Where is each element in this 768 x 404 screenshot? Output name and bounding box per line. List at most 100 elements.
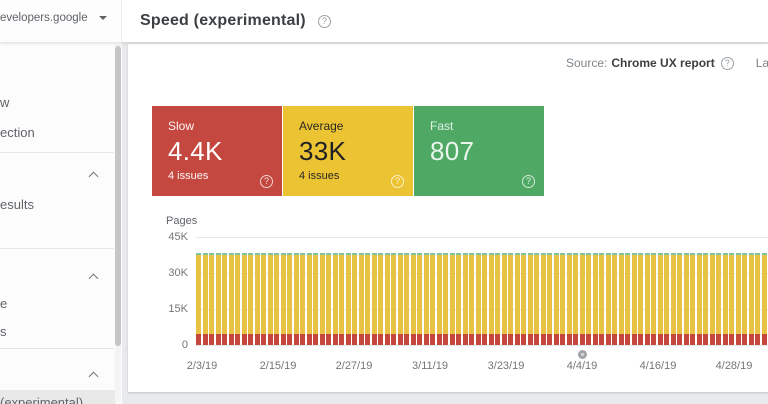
stacked-bar[interactable]: [586, 253, 591, 345]
stacked-bar[interactable]: [644, 253, 650, 345]
stacked-bar[interactable]: [495, 253, 500, 345]
stacked-bar[interactable]: [462, 253, 468, 345]
sidebar-item-url-inspection[interactable]: ection: [0, 125, 35, 140]
stacked-bar[interactable]: [605, 253, 611, 345]
stacked-bar[interactable]: [501, 253, 507, 345]
stacked-bar[interactable]: [761, 253, 767, 345]
chart-plot[interactable]: [196, 237, 768, 345]
sidebar-scrollbar-thumb[interactable]: [115, 46, 121, 346]
stacked-bar[interactable]: [631, 253, 637, 345]
stacked-bar[interactable]: [690, 253, 695, 345]
stacked-bar[interactable]: [488, 253, 494, 345]
stacked-bar[interactable]: [417, 253, 422, 345]
sidebar-item-sitemaps[interactable]: s: [0, 324, 7, 339]
sidebar-item-speed-experimental[interactable]: (experimental): [0, 390, 116, 404]
stacked-bar[interactable]: [683, 253, 689, 345]
stacked-bar[interactable]: [482, 253, 487, 345]
stacked-bar[interactable]: [527, 253, 533, 345]
stacked-bar[interactable]: [475, 253, 481, 345]
stacked-bar[interactable]: [618, 253, 624, 345]
stacked-bar[interactable]: [521, 253, 526, 345]
stacked-bar[interactable]: [306, 253, 312, 345]
sidebar-item-search-results[interactable]: esults: [0, 197, 34, 212]
stacked-bar[interactable]: [729, 253, 734, 345]
stacked-bar[interactable]: [742, 253, 747, 345]
stacked-bar[interactable]: [371, 253, 377, 345]
stacked-bar[interactable]: [254, 253, 260, 345]
stacked-bar[interactable]: [625, 253, 630, 345]
stacked-bar[interactable]: [345, 253, 351, 345]
stacked-bar[interactable]: [423, 253, 429, 345]
sidebar-item-overview[interactable]: w: [0, 95, 10, 110]
stacked-bar[interactable]: [215, 253, 221, 345]
sidebar-section-performance[interactable]: [0, 166, 114, 184]
stacked-bar[interactable]: [222, 253, 227, 345]
stacked-bar[interactable]: [313, 253, 318, 345]
stacked-bar[interactable]: [677, 253, 682, 345]
stacked-bar[interactable]: [241, 253, 247, 345]
stacked-bar[interactable]: [397, 253, 403, 345]
stacked-bar[interactable]: [722, 253, 728, 345]
stacked-bar[interactable]: [664, 253, 669, 345]
stacked-bar[interactable]: [326, 253, 331, 345]
stacked-bar[interactable]: [274, 253, 279, 345]
stacked-bar[interactable]: [287, 253, 292, 345]
stacked-bar[interactable]: [300, 253, 305, 345]
fast-card-help-icon[interactable]: ?: [522, 175, 535, 188]
stacked-bar[interactable]: [352, 253, 357, 345]
stacked-bar[interactable]: [573, 253, 578, 345]
stacked-bar[interactable]: [592, 253, 598, 345]
timeline-marker-dot[interactable]: [578, 350, 587, 359]
stacked-bar[interactable]: [547, 253, 552, 345]
stacked-bar[interactable]: [449, 253, 455, 345]
sidebar-section-index[interactable]: [0, 268, 114, 286]
stacked-bar[interactable]: [261, 253, 266, 345]
average-card-help-icon[interactable]: ?: [391, 175, 404, 188]
stacked-bar[interactable]: [332, 253, 338, 345]
stacked-bar[interactable]: [469, 253, 474, 345]
stacked-bar[interactable]: [638, 253, 643, 345]
stacked-bar[interactable]: [248, 253, 253, 345]
stacked-bar[interactable]: [508, 253, 513, 345]
title-help-icon[interactable]: ?: [317, 14, 331, 28]
stacked-bar[interactable]: [293, 253, 299, 345]
stacked-bar[interactable]: [391, 253, 396, 345]
stacked-bar[interactable]: [709, 253, 715, 345]
stacked-bar[interactable]: [534, 253, 539, 345]
stacked-bar[interactable]: [755, 253, 760, 345]
stacked-bar[interactable]: [456, 253, 461, 345]
stacked-bar[interactable]: [410, 253, 416, 345]
stacked-bar[interactable]: [670, 253, 676, 345]
stacked-bar[interactable]: [228, 253, 234, 345]
stacked-bar[interactable]: [339, 253, 344, 345]
stacked-bar[interactable]: [579, 253, 585, 345]
stacked-bar[interactable]: [202, 253, 208, 345]
stacked-bar[interactable]: [599, 253, 604, 345]
stacked-bar[interactable]: [196, 253, 201, 345]
stacked-bar[interactable]: [384, 253, 390, 345]
stacked-bar[interactable]: [404, 253, 409, 345]
stacked-bar[interactable]: [358, 253, 364, 345]
stacked-bar[interactable]: [735, 253, 741, 345]
stacked-bar[interactable]: [319, 253, 325, 345]
stacked-bar[interactable]: [553, 253, 559, 345]
slow-card[interactable]: Slow 4.4K 4 issues ?: [152, 106, 282, 196]
stacked-bar[interactable]: [267, 253, 273, 345]
stacked-bar[interactable]: [540, 253, 546, 345]
stacked-bar[interactable]: [430, 253, 435, 345]
stacked-bar[interactable]: [280, 253, 286, 345]
stacked-bar[interactable]: [651, 253, 656, 345]
sidebar-section-enhancements[interactable]: [0, 366, 114, 384]
average-card[interactable]: Average 33K 4 issues ?: [283, 106, 413, 196]
stacked-bar[interactable]: [365, 253, 370, 345]
stacked-bar[interactable]: [703, 253, 708, 345]
stacked-bar[interactable]: [748, 253, 754, 345]
stacked-bar[interactable]: [443, 253, 448, 345]
fast-card[interactable]: Fast 807 ?: [414, 106, 544, 196]
stacked-bar[interactable]: [560, 253, 565, 345]
stacked-bar[interactable]: [716, 253, 721, 345]
stacked-bar[interactable]: [436, 253, 442, 345]
stacked-bar[interactable]: [657, 253, 663, 345]
sidebar-item-coverage[interactable]: e: [0, 296, 8, 311]
stacked-bar[interactable]: [612, 253, 617, 345]
